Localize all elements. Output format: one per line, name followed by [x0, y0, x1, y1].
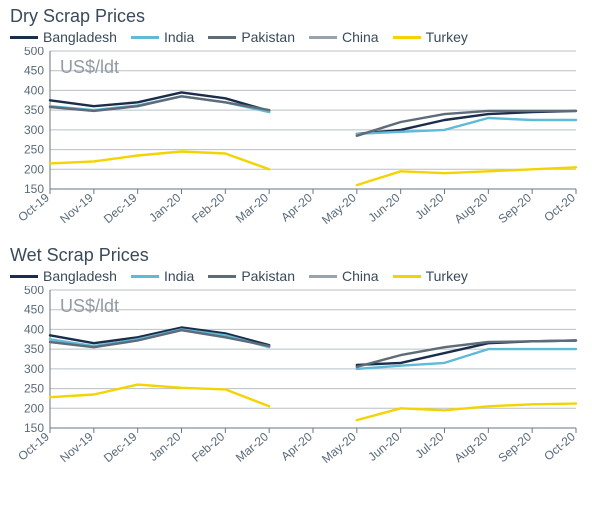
svg-text:Mar-20: Mar-20	[233, 429, 271, 464]
svg-text:200: 200	[24, 401, 44, 415]
svg-text:Feb-20: Feb-20	[189, 190, 227, 225]
svg-text:Nov-19: Nov-19	[57, 190, 96, 226]
svg-text:400: 400	[24, 322, 44, 336]
svg-text:Apr-20: Apr-20	[278, 190, 315, 224]
svg-text:Jan-20: Jan-20	[146, 429, 183, 464]
svg-text:Dec-19: Dec-19	[101, 429, 140, 465]
legend-item: Pakistan	[208, 268, 295, 284]
legend-swatch	[393, 36, 421, 39]
svg-text:Jun-20: Jun-20	[365, 190, 402, 225]
svg-text:Jul-20: Jul-20	[412, 190, 446, 222]
legend-item: Pakistan	[208, 29, 295, 45]
svg-text:Feb-20: Feb-20	[189, 429, 227, 464]
legend-label: Bangladesh	[43, 29, 117, 45]
legend-swatch	[10, 275, 38, 278]
svg-text:450: 450	[24, 303, 44, 317]
svg-text:Oct-20: Oct-20	[541, 429, 578, 463]
legend-item: China	[309, 268, 379, 284]
svg-text:Sep-20: Sep-20	[495, 429, 534, 465]
svg-text:Nov-19: Nov-19	[57, 429, 96, 465]
legend-label: China	[342, 29, 379, 45]
legend-swatch	[309, 36, 337, 39]
svg-text:May-20: May-20	[319, 190, 359, 227]
svg-text:Jun-20: Jun-20	[365, 429, 402, 464]
svg-text:250: 250	[24, 382, 44, 396]
legend-label: China	[342, 268, 379, 284]
dry-scrap-panel: Dry Scrap Prices Bangladesh India Pakist…	[8, 6, 584, 243]
svg-text:450: 450	[24, 64, 44, 78]
line-chart-svg: 150200250300350400450500US$/ldtOct-19Nov…	[8, 286, 584, 482]
svg-text:200: 200	[24, 162, 44, 176]
line-chart-svg: 150200250300350400450500US$/ldtOct-19Nov…	[8, 47, 584, 243]
svg-text:May-20: May-20	[319, 429, 359, 466]
legend-item: Bangladesh	[10, 29, 117, 45]
legend-swatch	[131, 36, 159, 39]
svg-text:300: 300	[24, 123, 44, 137]
legend-swatch	[208, 36, 236, 39]
svg-text:Sep-20: Sep-20	[495, 190, 534, 226]
legend-item: Turkey	[393, 268, 468, 284]
svg-text:Jul-20: Jul-20	[412, 429, 446, 461]
panel-title-wet: Wet Scrap Prices	[10, 245, 584, 266]
chart-wet: 150200250300350400450500US$/ldtOct-19Nov…	[8, 286, 584, 482]
legend-swatch	[208, 275, 236, 278]
svg-text:Apr-20: Apr-20	[278, 429, 315, 463]
svg-text:Aug-20: Aug-20	[452, 190, 491, 226]
legend-label: India	[164, 268, 194, 284]
svg-text:350: 350	[24, 342, 44, 356]
legend-item: Bangladesh	[10, 268, 117, 284]
svg-text:Dec-19: Dec-19	[101, 190, 140, 226]
legend-label: Bangladesh	[43, 268, 117, 284]
legend-dry: Bangladesh India Pakistan China Turkey	[10, 29, 584, 45]
legend-item: China	[309, 29, 379, 45]
legend-item: India	[131, 268, 194, 284]
legend-swatch	[131, 275, 159, 278]
chart-dry: 150200250300350400450500US$/ldtOct-19Nov…	[8, 47, 584, 243]
legend-swatch	[10, 36, 38, 39]
svg-text:500: 500	[24, 286, 44, 297]
legend-label: Turkey	[426, 29, 468, 45]
svg-text:500: 500	[24, 47, 44, 58]
legend-swatch	[393, 275, 421, 278]
svg-text:350: 350	[24, 103, 44, 117]
legend-wet: Bangladesh India Pakistan China Turkey	[10, 268, 584, 284]
svg-text:Mar-20: Mar-20	[233, 190, 271, 225]
legend-label: Pakistan	[241, 29, 295, 45]
svg-text:Aug-20: Aug-20	[452, 429, 491, 465]
legend-label: Turkey	[426, 268, 468, 284]
legend-label: Pakistan	[241, 268, 295, 284]
legend-item: India	[131, 29, 194, 45]
svg-text:400: 400	[24, 83, 44, 97]
legend-swatch	[309, 275, 337, 278]
panel-title-dry: Dry Scrap Prices	[10, 6, 584, 27]
legend-label: India	[164, 29, 194, 45]
wet-scrap-panel: Wet Scrap Prices Bangladesh India Pakist…	[8, 245, 584, 482]
svg-text:US$/ldt: US$/ldt	[60, 57, 119, 77]
svg-text:250: 250	[24, 143, 44, 157]
svg-text:Jan-20: Jan-20	[146, 190, 183, 225]
legend-item: Turkey	[393, 29, 468, 45]
svg-text:US$/ldt: US$/ldt	[60, 296, 119, 316]
svg-text:300: 300	[24, 362, 44, 376]
svg-text:Oct-20: Oct-20	[541, 190, 578, 224]
